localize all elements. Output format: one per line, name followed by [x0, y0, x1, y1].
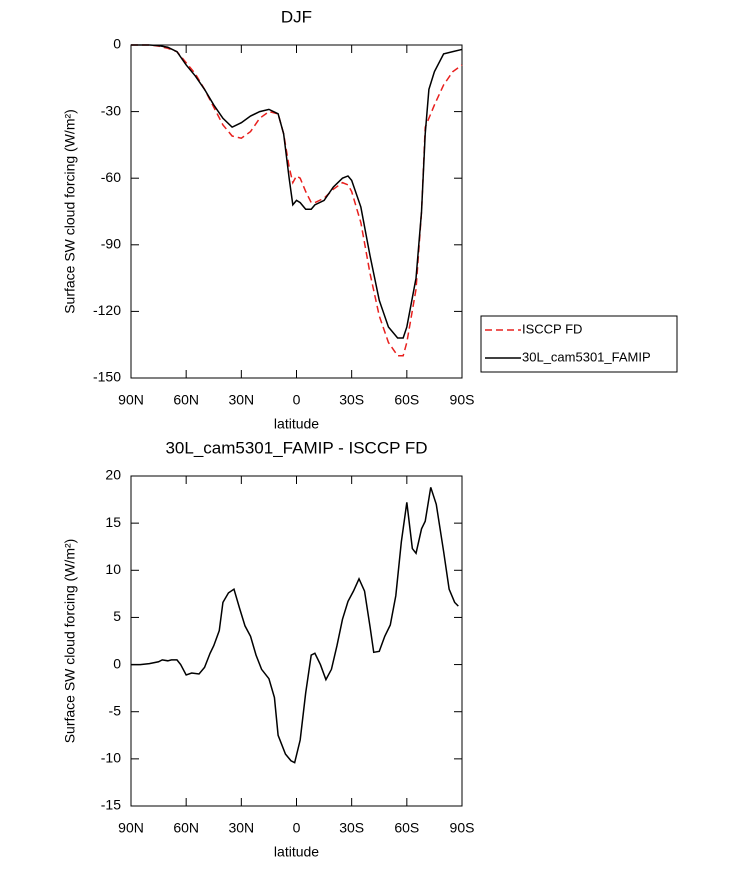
- y-tick-label: 0: [113, 36, 121, 52]
- y-tick-label: 5: [113, 608, 121, 624]
- x-tick-label: 60S: [394, 820, 419, 836]
- x-tick-label: 30N: [228, 820, 254, 836]
- x-tick-label: 60N: [173, 392, 199, 408]
- y-tick-label: 20: [105, 467, 121, 483]
- y-tick-label: 0: [113, 655, 121, 671]
- x-tick-label: 30S: [339, 392, 364, 408]
- x-tick-label: 60N: [173, 820, 199, 836]
- plot-frame: [130, 44, 463, 379]
- legend-label: ISCCP FD: [522, 321, 582, 336]
- legend-box: [480, 315, 678, 373]
- y-tick-label: -10: [101, 750, 121, 766]
- x-tick-label: 0: [293, 392, 301, 408]
- data-line: [131, 44, 463, 339]
- legend: ISCCP FD 30L_cam5301_FAMIP: [480, 315, 678, 373]
- x-tick-label: 90N: [118, 820, 144, 836]
- y-tick-label: -5: [109, 702, 122, 718]
- x-tick-label: 30N: [228, 392, 254, 408]
- x-tick-label: 60S: [394, 392, 419, 408]
- x-tick-label: 90S: [450, 392, 475, 408]
- y-tick-label: -15: [101, 797, 121, 813]
- y-tick-label: -90: [101, 236, 121, 252]
- y-axis-label: Surface SW cloud forcing (W/m²): [62, 109, 78, 314]
- y-tick-label: 15: [105, 514, 121, 530]
- y-tick-label: -120: [93, 302, 121, 318]
- chart-title: 30L_cam5301_FAMIP - ISCCP FD: [165, 438, 427, 457]
- legend-label: 30L_cam5301_FAMIP: [522, 349, 651, 364]
- y-axis-label: Surface SW cloud forcing (W/m²): [62, 539, 78, 744]
- y-tick-label: 10: [105, 561, 121, 577]
- data-line: [131, 487, 459, 764]
- y-tick-label: -150: [93, 369, 121, 385]
- x-tick-label: 30S: [339, 820, 364, 836]
- x-tick-label: 90N: [118, 392, 144, 408]
- x-axis-label: latitude: [274, 416, 319, 432]
- x-tick-label: 0: [293, 820, 301, 836]
- y-tick-label: -60: [101, 169, 121, 185]
- chart-title: DJF: [281, 7, 312, 26]
- x-tick-label: 90S: [450, 820, 475, 836]
- plot-frame: [130, 475, 463, 807]
- y-tick-label: -30: [101, 102, 121, 118]
- panel: 30L_cam5301_FAMIP - ISCCP FD latitude Surf…: [62, 438, 475, 859]
- data-line: [131, 44, 463, 357]
- x-axis-label: latitude: [274, 844, 319, 860]
- panel: DJF latitude Surface SW cloud forcing (W/m…: [62, 7, 678, 432]
